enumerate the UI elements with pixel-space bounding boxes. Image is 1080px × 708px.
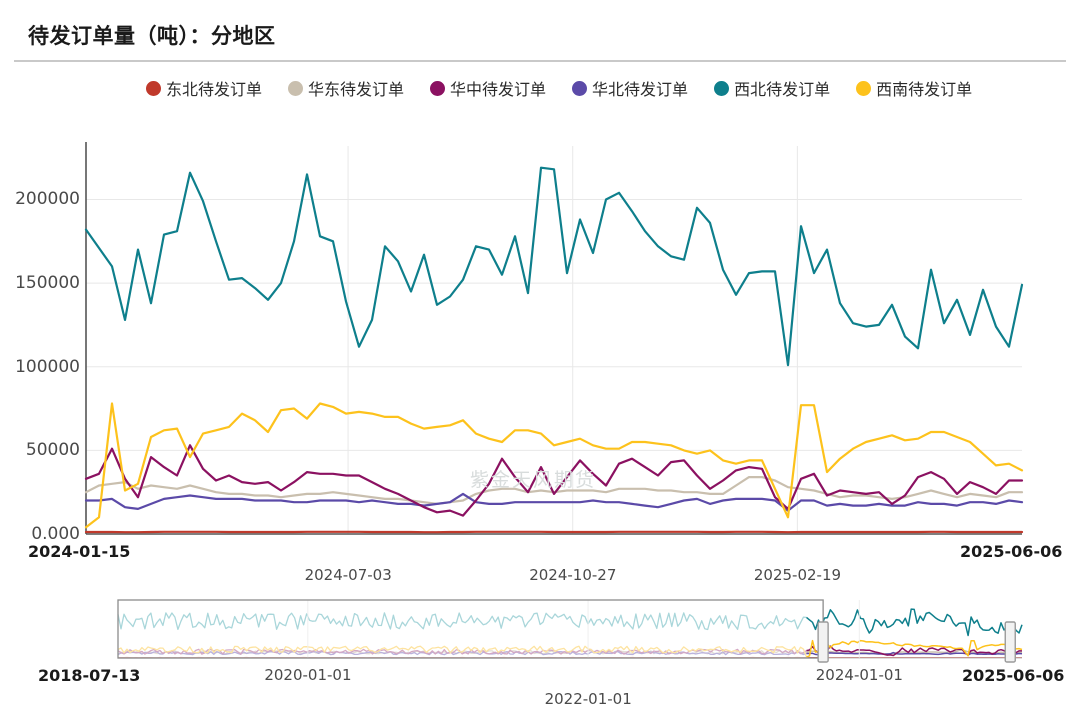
- legend-item-label: 西北待发订单: [734, 76, 830, 100]
- legend-marker-icon: [572, 81, 587, 96]
- navigator-handle-left[interactable]: [818, 622, 828, 662]
- legend-item-label: 华中待发订单: [450, 76, 546, 100]
- series-line: [86, 168, 1022, 365]
- legend-item-southwest[interactable]: 西南待发订单: [856, 76, 972, 100]
- y-axis-tick-label: 0.000: [0, 524, 80, 544]
- legend-item-central[interactable]: 华中待发订单: [430, 76, 546, 100]
- navigator-handle-right[interactable]: [1005, 622, 1015, 662]
- legend-item-label: 东北待发订单: [166, 76, 262, 100]
- legend-marker-icon: [714, 81, 729, 96]
- y-axis-tick-label: 200000: [0, 189, 80, 209]
- navigator-canvas[interactable]: [0, 596, 1080, 699]
- legend-marker-icon: [288, 81, 303, 96]
- navigator-start-label: 2018-07-13: [38, 666, 140, 685]
- page-title: 待发订单量（吨）：分地区: [28, 20, 276, 50]
- legend-marker-icon: [146, 81, 161, 96]
- series-line: [86, 494, 1022, 511]
- legend-marker-icon: [856, 81, 871, 96]
- navigator-handle-right-grip[interactable]: [1005, 622, 1015, 662]
- x-axis-tick-label: 2025-06-06: [960, 542, 1062, 561]
- legend-item-north[interactable]: 华北待发订单: [572, 76, 688, 100]
- x-axis-tick-label: 2024-07-03: [305, 566, 392, 584]
- x-axis-tick-label: 2025-02-19: [754, 566, 841, 584]
- y-axis-tick-label: 100000: [0, 357, 80, 377]
- legend-item-label: 华东待发订单: [308, 76, 404, 100]
- y-axis-tick-label: 50000: [0, 440, 80, 460]
- title-divider: [14, 60, 1066, 62]
- navigator-tick-label: 2020-01-01: [264, 666, 351, 684]
- series-canvas: [0, 140, 1080, 550]
- navigator-series: [807, 609, 1023, 635]
- legend-item-northeast[interactable]: 东北待发订单: [146, 76, 262, 100]
- x-axis-tick-label: 2024-01-15: [28, 542, 130, 561]
- navigator-handle-left-grip[interactable]: [818, 622, 828, 662]
- navigator-series-faded: [118, 613, 807, 630]
- series-line: [86, 404, 1022, 528]
- legend-marker-icon: [430, 81, 445, 96]
- legend-item-label: 华北待发订单: [592, 76, 688, 100]
- legend-item-label: 西南待发订单: [876, 76, 972, 100]
- y-axis-tick-label: 150000: [0, 273, 80, 293]
- navigator-end-label: 2025-06-06: [962, 666, 1064, 685]
- legend-item-east[interactable]: 华东待发订单: [288, 76, 404, 100]
- legend-item-northwest[interactable]: 西北待发订单: [714, 76, 830, 100]
- navigator-tick-label: 2024-01-01: [816, 666, 903, 684]
- chart-legend: 东北待发订单 华东待发订单 华中待发订单 华北待发订单 西北待发订单 西南待发订单: [146, 76, 1046, 106]
- navigator-tick-label: 2022-01-01: [545, 690, 632, 708]
- x-axis-tick-label: 2024-10-27: [529, 566, 616, 584]
